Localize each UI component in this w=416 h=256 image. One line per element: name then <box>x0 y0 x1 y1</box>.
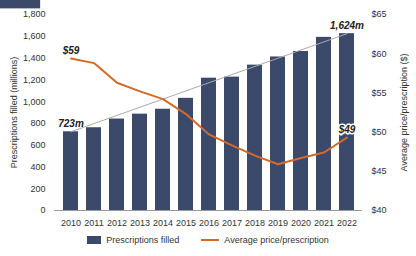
svg-text:600: 600 <box>30 140 45 150</box>
svg-text:2021: 2021 <box>314 218 334 228</box>
svg-text:+7% CAGR: +7% CAGR <box>185 49 233 59</box>
svg-text:$45: $45 <box>372 166 387 176</box>
svg-text:200: 200 <box>30 184 45 194</box>
svg-text:2014: 2014 <box>153 218 173 228</box>
svg-text:800: 800 <box>30 118 45 128</box>
svg-text:1,800: 1,800 <box>23 9 46 19</box>
svg-text:2019: 2019 <box>268 218 288 228</box>
svg-text:2013: 2013 <box>130 218 150 228</box>
svg-text:2011: 2011 <box>84 218 103 228</box>
html-text:Average price/prescription: Average price/prescription <box>224 235 329 245</box>
svg-text:$59: $59 <box>62 45 80 56</box>
svg-text:$65: $65 <box>372 9 387 19</box>
svg-text:1,600: 1,600 <box>23 31 46 41</box>
svg-text:2018: 2018 <box>245 218 265 228</box>
html-text:Prescriptions filled: Prescriptions filled <box>106 235 180 245</box>
svg-text:1,000: 1,000 <box>23 96 46 106</box>
svg-text:2016: 2016 <box>199 218 219 228</box>
svg-text:1,624m: 1,624m <box>330 20 364 31</box>
svg-text:0: 0 <box>40 205 45 215</box>
svg-text:$40: $40 <box>372 205 387 215</box>
svg-text:$50: $50 <box>372 127 387 137</box>
svg-text:2020: 2020 <box>291 218 311 228</box>
svg-text:2015: 2015 <box>176 218 196 228</box>
svg-text:2022: 2022 <box>337 218 357 228</box>
svg-text:2010: 2010 <box>61 218 81 228</box>
svg-text:1,200: 1,200 <box>23 75 46 85</box>
svg-text:$60: $60 <box>372 49 387 59</box>
svg-text:723m: 723m <box>58 118 84 129</box>
svg-text:400: 400 <box>30 162 45 172</box>
svg-text:Average price/prescription ($): Average price/prescription ($) <box>399 54 409 172</box>
svg-text:$49: $49 <box>338 124 356 135</box>
svg-text:2012: 2012 <box>107 218 127 228</box>
svg-text:1,400: 1,400 <box>23 53 46 63</box>
svg-text:2017: 2017 <box>222 218 242 228</box>
svg-text:Prescriptions filled (millions: Prescriptions filled (millions) <box>9 57 19 169</box>
svg-text:$55: $55 <box>372 88 387 98</box>
